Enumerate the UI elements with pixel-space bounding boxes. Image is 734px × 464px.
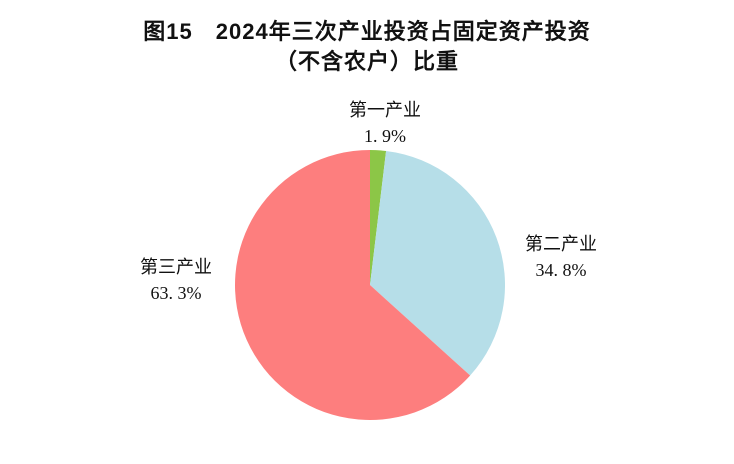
chart-title-line2: （不含农户）比重	[274, 49, 459, 74]
secondary-industry-value: 34. 8%	[535, 260, 587, 280]
pie-slice-2	[370, 150, 505, 376]
tertiary-industry-value: 63. 3%	[150, 283, 202, 303]
tertiary-industry-name: 第三产业	[140, 257, 212, 277]
label-tertiary-industry: 第三产业 63. 3%	[140, 254, 212, 306]
secondary-industry-name: 第二产业	[525, 234, 597, 254]
primary-industry-name: 第一产业	[349, 100, 421, 120]
pie-slice-1	[370, 150, 387, 285]
label-primary-industry: 第一产业 1. 9%	[349, 97, 421, 149]
chart-title: 图15 2024年三次产业投资占固定资产投资 （不含农户）比重	[0, 17, 734, 77]
chart-title-line1: 图15 2024年三次产业投资占固定资产投资	[143, 19, 591, 44]
label-secondary-industry: 第二产业 34. 8%	[525, 231, 597, 283]
pie-chart-area	[235, 150, 505, 420]
pie-chart	[235, 150, 505, 420]
primary-industry-value: 1. 9%	[364, 126, 406, 146]
pie-slice-3	[235, 150, 471, 420]
